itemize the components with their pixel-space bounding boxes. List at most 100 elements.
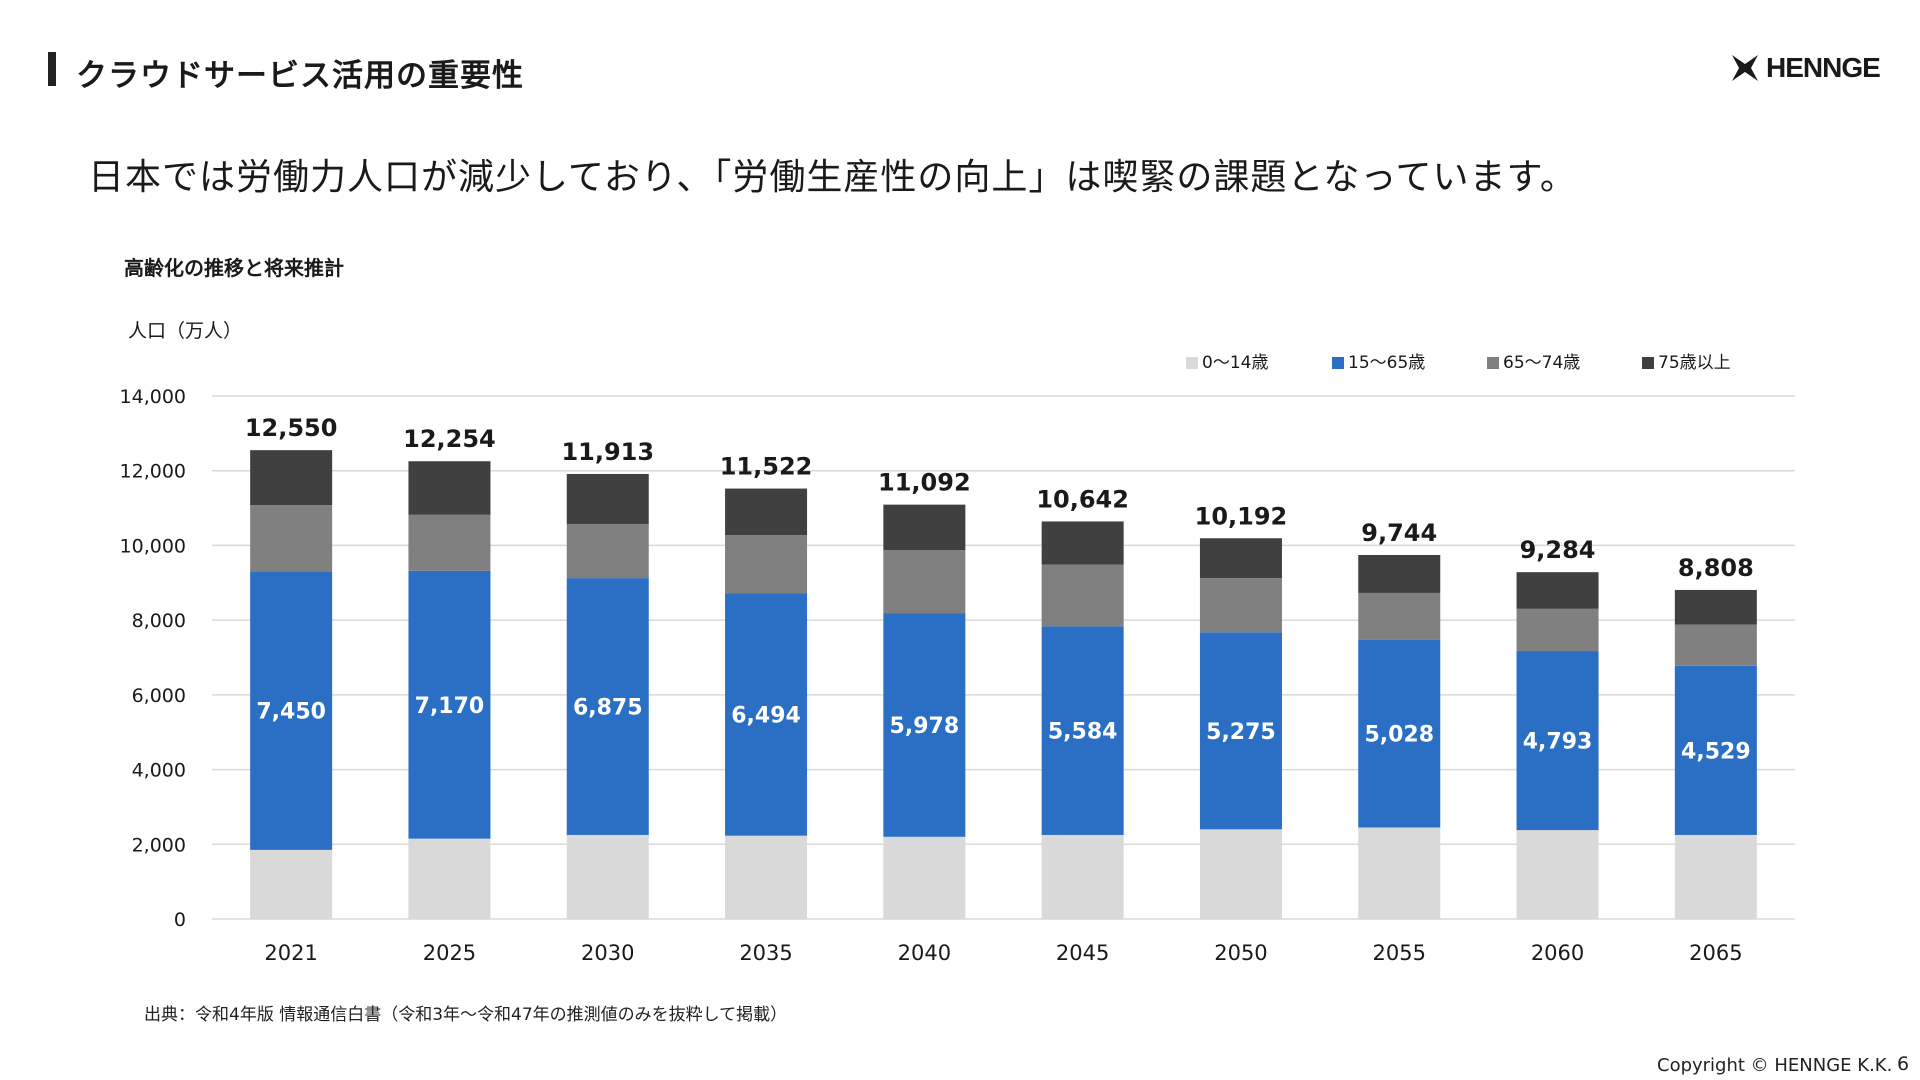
bar-segment bbox=[1041, 564, 1124, 627]
segment-label: 4,529 bbox=[1681, 739, 1751, 764]
legend-swatch bbox=[1642, 357, 1654, 369]
bar-segment bbox=[1199, 632, 1282, 830]
bar-segment bbox=[250, 849, 333, 919]
segment-label: 6,494 bbox=[731, 703, 801, 728]
bars bbox=[250, 450, 1757, 919]
bar-segment bbox=[1516, 572, 1599, 609]
bar-segment bbox=[566, 523, 649, 579]
bar-segment bbox=[1199, 578, 1282, 633]
bar-segment bbox=[566, 473, 649, 524]
bar-segment bbox=[883, 613, 966, 837]
x-tick-label: 2021 bbox=[264, 941, 317, 965]
page-title: クラウドサービス活用の重要性 bbox=[76, 58, 524, 94]
y-tick-label: 12,000 bbox=[120, 461, 186, 483]
bar-segment bbox=[250, 571, 333, 850]
bar-segment bbox=[250, 450, 333, 506]
chart-title: 高齢化の推移と将来推計 bbox=[124, 256, 344, 280]
total-label: 9,284 bbox=[1520, 536, 1596, 564]
data-labels: 7,450 12,550 7,170 12,254 6,875 11,913 6,494 11… bbox=[245, 414, 1754, 764]
henngelogo-mark-icon bbox=[1732, 55, 1758, 81]
bar-segment bbox=[408, 461, 491, 515]
bar-segment bbox=[725, 593, 808, 836]
bar-segment bbox=[1041, 521, 1124, 565]
x-tick-label: 2045 bbox=[1056, 941, 1109, 965]
bar-segment bbox=[250, 505, 333, 572]
bar-segment bbox=[408, 570, 491, 839]
total-label: 10,642 bbox=[1036, 485, 1129, 513]
segment-label: 6,875 bbox=[573, 696, 643, 721]
source-note: 出典：令和4年版 情報通信白書（令和3年〜令和47年の推測値のみを抜粋して掲載） bbox=[144, 1005, 788, 1025]
bar-segment bbox=[725, 488, 808, 536]
segment-label: 5,584 bbox=[1048, 720, 1118, 745]
title-accent-bar bbox=[48, 52, 56, 86]
bar-segment bbox=[1516, 830, 1599, 919]
legend-label: 75歳以上 bbox=[1658, 353, 1731, 373]
bar-segment bbox=[725, 535, 808, 594]
total-label: 11,522 bbox=[720, 453, 813, 481]
bar-segment bbox=[883, 549, 966, 614]
bar-segment bbox=[566, 834, 649, 919]
x-tick-labels: 2021 2025 2030 2035 2040 2045 2050 2055 2060 2065 bbox=[264, 941, 1742, 965]
bar-segment bbox=[1041, 834, 1124, 919]
bar-segment bbox=[1674, 834, 1757, 919]
total-label: 12,550 bbox=[245, 414, 338, 442]
x-tick-label: 2025 bbox=[423, 941, 476, 965]
population-chart: 人口（万人） 0 2,000 4,000 6,000 8,000 10,000 12,000… bbox=[120, 320, 1795, 965]
bar-segment bbox=[1358, 554, 1441, 593]
total-label: 10,192 bbox=[1195, 502, 1288, 530]
legend-swatch bbox=[1332, 357, 1344, 369]
bar-segment bbox=[1674, 665, 1757, 835]
y-tick-label: 4,000 bbox=[132, 760, 186, 782]
y-tick-labels: 0 2,000 4,000 6,000 8,000 10,000 12,000 14,000 bbox=[120, 386, 186, 931]
total-label: 12,254 bbox=[403, 425, 496, 453]
legend-label: 15〜65歳 bbox=[1348, 353, 1425, 373]
y-tick-label: 6,000 bbox=[132, 685, 186, 707]
total-label: 11,913 bbox=[561, 438, 654, 466]
legend-label: 65〜74歳 bbox=[1503, 353, 1580, 373]
total-label: 9,744 bbox=[1361, 519, 1437, 547]
segment-label: 4,793 bbox=[1523, 730, 1593, 755]
x-tick-label: 2065 bbox=[1689, 941, 1742, 965]
bar-segment bbox=[1358, 592, 1441, 640]
y-tick-label: 0 bbox=[174, 909, 186, 931]
bar-segment bbox=[566, 578, 649, 835]
segment-label: 5,275 bbox=[1206, 720, 1276, 745]
copyright-text: Copyright © HENNGE K.K. bbox=[1657, 1055, 1893, 1076]
y-tick-label: 2,000 bbox=[132, 834, 186, 856]
segment-label: 5,028 bbox=[1364, 723, 1434, 748]
bar-segment bbox=[408, 514, 491, 571]
legend-label: 0〜14歳 bbox=[1202, 353, 1268, 373]
bar-segment bbox=[725, 835, 808, 919]
y-tick-label: 14,000 bbox=[120, 386, 186, 408]
x-tick-label: 2050 bbox=[1214, 941, 1267, 965]
henngelogo: HENNGE bbox=[1730, 52, 1881, 84]
lead-text: 日本では労働力人口が減少しており、「労働生産性の向上」は喫緊の課題となっています… bbox=[88, 157, 1577, 198]
bar-segment bbox=[1358, 639, 1441, 828]
bar-segment bbox=[883, 836, 966, 919]
segment-label: 7,450 bbox=[256, 700, 326, 725]
segment-label: 5,978 bbox=[890, 714, 960, 739]
segment-label: 7,170 bbox=[415, 694, 485, 719]
page-number: 6 bbox=[1897, 1053, 1910, 1075]
bar-segment bbox=[1674, 624, 1757, 666]
bar-segment bbox=[1041, 626, 1124, 835]
legend: 0〜14歳 15〜65歳 65〜74歳 75歳以上 bbox=[1186, 353, 1731, 373]
y-axis-label: 人口（万人） bbox=[128, 320, 242, 342]
x-tick-label: 2040 bbox=[898, 941, 951, 965]
x-tick-label: 2035 bbox=[739, 941, 792, 965]
x-tick-label: 2060 bbox=[1531, 941, 1584, 965]
y-tick-label: 8,000 bbox=[132, 610, 186, 632]
bar-segment bbox=[1199, 538, 1282, 579]
bar-segment bbox=[1516, 651, 1599, 831]
x-tick-label: 2055 bbox=[1373, 941, 1426, 965]
bar-segment bbox=[408, 838, 491, 919]
bar-segment bbox=[1674, 589, 1757, 625]
bar-segment bbox=[883, 504, 966, 550]
bar-segment bbox=[1199, 829, 1282, 919]
logo-text: HENNGE bbox=[1766, 52, 1881, 83]
y-tick-label: 10,000 bbox=[120, 535, 186, 557]
legend-swatch bbox=[1186, 357, 1198, 369]
bar-segment bbox=[1358, 827, 1441, 919]
x-tick-label: 2030 bbox=[581, 941, 634, 965]
bar-segment bbox=[1516, 608, 1599, 652]
